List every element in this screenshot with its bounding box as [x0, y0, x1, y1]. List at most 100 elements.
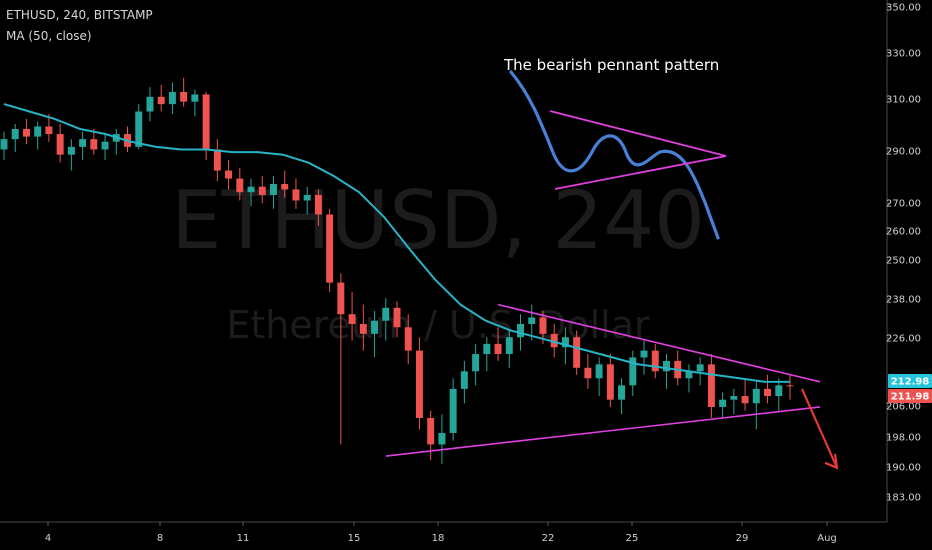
candle-body [67, 146, 75, 155]
price-axis-ticks: 350.00 330.00 310.00 290.00 270.00 260.00 250.… [886, 3, 921, 504]
breakdown-arrow [800, 388, 839, 470]
pennant-upper-trendline [497, 303, 821, 383]
price-tick-label: 330.00 [886, 49, 921, 60]
candle [483, 337, 491, 372]
candle-body [561, 337, 569, 348]
candle [629, 350, 637, 397]
candle-body [79, 139, 87, 147]
price-tick-label: 310.00 [886, 95, 921, 106]
candle [730, 388, 738, 415]
candle-body [707, 364, 715, 407]
candle [314, 189, 322, 226]
candle-body [371, 320, 379, 334]
candle-body [180, 92, 188, 102]
candle [191, 89, 199, 117]
candle [67, 139, 75, 171]
candle-body [168, 92, 176, 105]
candle-body [404, 327, 412, 351]
price-tick-label: 190.00 [886, 463, 921, 474]
price-tick-label: 270.00 [886, 199, 921, 210]
candle [460, 360, 468, 404]
candle-body [56, 134, 64, 155]
ma-value-label: 212.98 [891, 377, 930, 388]
time-tick-label: 11 [237, 533, 250, 544]
candle [34, 121, 42, 150]
candle-body [101, 141, 109, 150]
candle-body [45, 126, 53, 135]
time-axis: 4 8 11 15 18 22 25 29 Aug [0, 521, 887, 544]
candle [404, 314, 412, 365]
candle [494, 327, 502, 361]
candle [45, 113, 53, 142]
candle [337, 273, 345, 445]
candle-body [326, 214, 334, 283]
candle-body [517, 323, 524, 338]
candle-body [157, 96, 165, 105]
candle-body [438, 432, 446, 445]
time-tick-label: 8 [157, 533, 163, 544]
time-tick-label: 29 [736, 533, 749, 544]
candle-body [0, 139, 8, 150]
candle [640, 340, 648, 375]
price-tick-label: 226.00 [886, 334, 921, 345]
candle-body [651, 350, 659, 372]
candle [606, 354, 614, 407]
candle-body [146, 96, 154, 112]
price-tick-label: 206.00 [886, 402, 921, 413]
candle-body [213, 149, 221, 171]
candle-body [786, 385, 794, 387]
candle-body [472, 354, 480, 372]
candle [719, 392, 727, 418]
candle [146, 87, 154, 122]
candle-body [337, 282, 345, 315]
candle-body [135, 111, 143, 147]
candle [359, 304, 367, 351]
candle [528, 304, 536, 341]
price-tick-label: 350.00 [886, 3, 921, 14]
sketch-lower-line [554, 155, 727, 190]
candle-body [236, 178, 244, 193]
candle [0, 131, 8, 160]
candle [663, 354, 670, 389]
candle [707, 354, 715, 418]
sketch-price-curve [509, 70, 720, 240]
candle [472, 343, 480, 386]
candle [90, 128, 98, 155]
candle [225, 159, 233, 190]
candle-body [494, 343, 502, 355]
time-tick-label: 25 [626, 533, 639, 544]
candle [618, 378, 626, 415]
time-tick-label: 22 [542, 533, 555, 544]
candle-body [618, 385, 626, 400]
candle-body [573, 337, 581, 368]
time-tick-label: 18 [432, 533, 445, 544]
candlestick-series [0, 77, 794, 464]
candle-body [225, 170, 233, 179]
time-tick-label: Aug [817, 533, 837, 544]
indicator-legend[interactable]: MA (50, close) [6, 29, 92, 43]
price-tick-label: 260.00 [886, 227, 921, 238]
candle [573, 330, 581, 375]
candle [449, 378, 457, 441]
price-tick-label: 183.00 [886, 493, 921, 504]
chart-symbol-header: ETHUSD, 240, BITSTAMP [6, 8, 153, 22]
candle [651, 343, 659, 379]
candle-body [640, 350, 648, 358]
candle-body [292, 189, 300, 201]
candle-body [359, 323, 367, 334]
candle [696, 357, 704, 386]
breakdown-arrow-shaft [800, 388, 839, 469]
candle-body [550, 333, 558, 348]
time-tick-label: 15 [348, 533, 361, 544]
candle-body [202, 94, 210, 150]
candle-body [22, 128, 30, 137]
candle [741, 378, 749, 411]
price-tick-label: 238.00 [886, 295, 921, 306]
candle-body [730, 396, 738, 400]
candle-body [34, 126, 42, 137]
ma-value-badge [888, 374, 932, 388]
candle-body [595, 364, 603, 379]
pennant-sketch [509, 70, 727, 240]
